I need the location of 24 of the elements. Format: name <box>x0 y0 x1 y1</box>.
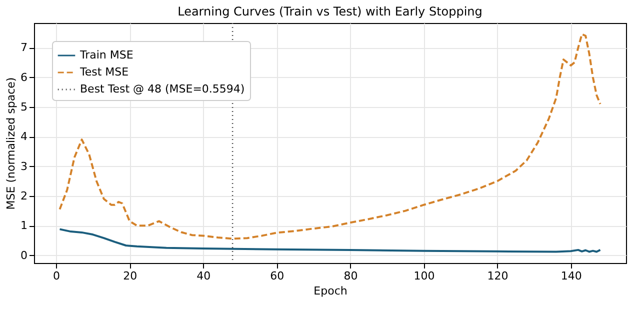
x-tick-label: 20 <box>123 270 138 282</box>
ref-line-label: Best Test @ 48 (MSE=0.5594) <box>80 82 245 96</box>
x-tick-label: 40 <box>196 270 211 282</box>
chart-title: Learning Curves (Train vs Test) with Early Stopping <box>178 4 482 18</box>
y-tick-label: 6 <box>20 70 28 84</box>
y-tick-label: 1 <box>20 219 28 232</box>
y-axis-title: MSE (normalized space) <box>4 77 18 210</box>
x-tick-label: 60 <box>270 270 284 282</box>
x-axis-title: Epoch <box>314 284 348 298</box>
x-tick-label: 80 <box>344 270 358 282</box>
y-tick-label: 2 <box>20 189 28 202</box>
x-tick-label: 140 <box>560 270 582 282</box>
y-tick-label: 3 <box>20 160 28 173</box>
x-tick-label: 120 <box>487 270 508 282</box>
y-tick-label: 7 <box>20 41 28 54</box>
legend-label: Train MSE <box>79 48 134 62</box>
legend-label: Test MSE <box>79 66 129 78</box>
x-tick-label: 0 <box>53 270 60 282</box>
y-tick-label: 5 <box>20 100 28 114</box>
line-series <box>58 33 602 240</box>
x-tick-label: 100 <box>414 270 435 282</box>
y-tick-label: 0 <box>20 248 28 262</box>
line-series <box>58 228 602 253</box>
y-tick-label: 4 <box>20 130 28 144</box>
